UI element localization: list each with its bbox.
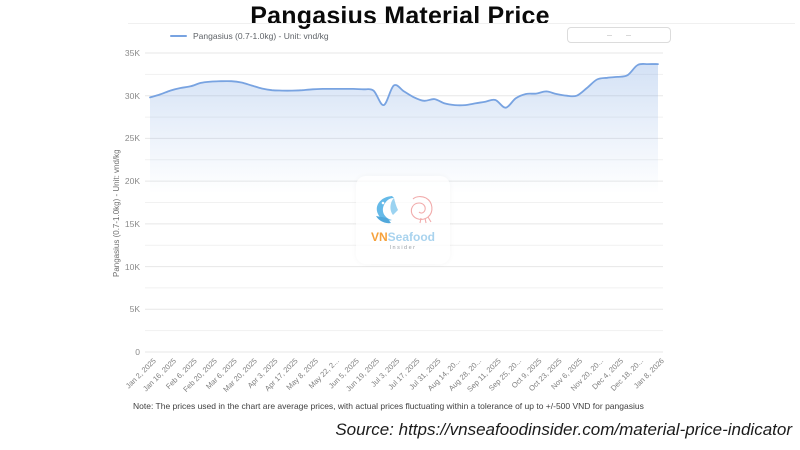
legend[interactable]: Pangasius (0.7-1.0kg) - Unit: vnd/kg [170,31,329,41]
range-selector-dot-icon [607,34,612,36]
watermark-subtitle: Insider [389,244,417,251]
chart-note: Note: The prices used in the chart are a… [133,401,644,411]
y-axis-tick-label: 30K [124,90,140,101]
range-selector-dot-icon [626,34,631,36]
watermark-brand: VNSeafood [371,231,435,243]
legend-label: Pangasius (0.7-1.0kg) - Unit: vnd/kg [193,31,329,41]
y-axis-tick-label: 20K [124,176,140,187]
y-axis-tick-label: 35K [124,48,140,58]
y-axis-tick-label: 10K [124,261,140,272]
vnseafood-logo-icon [376,195,433,223]
watermark-logo: VNSeafood Insider [356,176,450,264]
legend-line-icon [170,35,187,37]
watermark-brand-vn: VN [370,229,388,244]
y-axis-tick-label: 25K [124,133,140,144]
y-axis-tick-label: 15K [124,218,140,229]
series-line [149,62,659,109]
page-title: Pangasius Material Price [250,2,550,30]
source-text: Source: https://vnseafoodinsider.com/mat… [335,420,792,439]
chart-card-border [128,23,795,24]
range-selector-button[interactable] [567,27,671,43]
watermark-brand-seafood: Seafood [387,229,435,244]
y-axis-title: Pangasius (0.7-1.0kg) - Unit: vnd/kg [112,149,121,277]
y-axis-tick-label: 0 [135,347,140,357]
y-axis-tick-label: 5K [129,304,140,315]
